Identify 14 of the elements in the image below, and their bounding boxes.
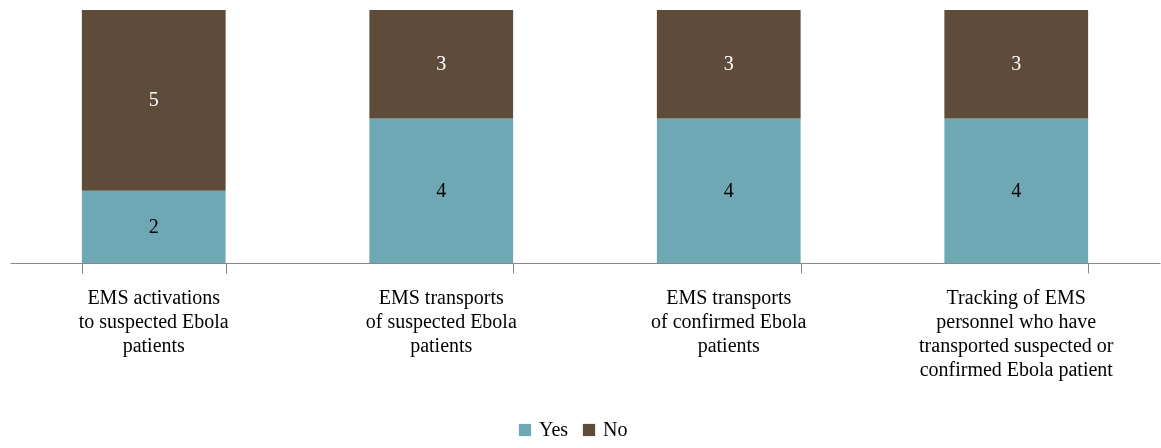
legend-label: No [603,418,628,440]
data-label: 4 [723,178,734,201]
data-label: 2 [148,214,159,237]
data-label: 3 [1011,52,1022,75]
x-tick-label: Tracking of EMS personnel who have transported suspected or confirmed Ebola patient [919,286,1114,381]
data-label: 5 [148,88,159,111]
x-tick-label: EMS activations to suspected Ebola patients [78,286,229,357]
legend-label: Yes [539,418,569,440]
data-label: 3 [723,52,734,75]
x-tick-label: EMS transports of confirmed Ebola patients [651,286,807,357]
data-label: 3 [436,52,447,75]
x-tick-label: EMS transports of suspected Ebola patients [365,286,517,357]
data-label: 4 [436,178,447,201]
data-label: 4 [1011,178,1022,201]
